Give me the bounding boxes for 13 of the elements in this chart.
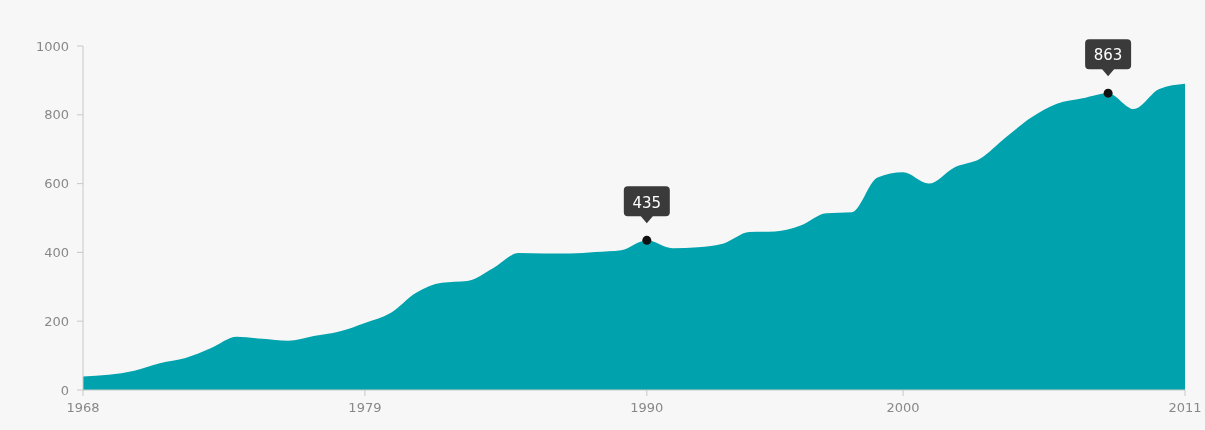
y-tick-label: 200: [44, 313, 69, 329]
x-tick-label: 1990: [630, 400, 664, 415]
y-tick-label: 0: [60, 382, 69, 398]
y-tick-label: 1000: [35, 38, 69, 54]
y-tick-label: 800: [44, 107, 69, 123]
annotation: 863: [1093, 46, 1123, 65]
y-tick-label: 400: [44, 244, 69, 260]
x-tick-label: 1979: [348, 400, 382, 415]
annotation: 435: [632, 193, 662, 212]
x-tick-label: 1968: [66, 400, 100, 415]
y-tick-label: 600: [44, 176, 69, 192]
x-tick-label: 2011: [1168, 400, 1202, 415]
x-tick-label: 2000: [886, 400, 920, 415]
